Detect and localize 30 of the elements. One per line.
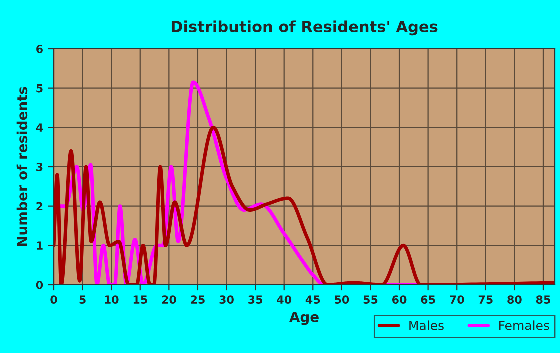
x-tick-label: 65 [421,296,436,304]
chart-title: Distribution of Residents' Ages [172,20,438,36]
x-tick-label: 70 [450,296,464,304]
x-tick-label: 75 [478,296,493,304]
x-tick-label: 35 [248,296,263,304]
y-tick-label: 5 [36,84,43,93]
x-tick-label: 50 [335,296,350,304]
x-axis-title: Age [290,312,319,326]
x-tick-label: 55 [364,296,378,304]
x-tick-label: 80 [508,296,522,304]
x-tick-label: 15 [134,296,148,304]
x-tick-label: 40 [277,296,292,304]
x-tick-label: 25 [191,296,205,304]
legend-label: Males [410,320,444,330]
y-axis-title: Number of residents [16,87,28,246]
x-tick-label: 10 [105,296,119,304]
x-tick-label: 20 [162,296,176,304]
x-tick-label: 30 [220,296,234,304]
x-tick-label: 60 [392,296,407,304]
y-tick-label: 6 [36,44,43,54]
x-tick-label: 0 [50,296,58,304]
y-tick-label: 1 [37,242,43,250]
x-tick-label: 45 [306,296,320,304]
legend-label: Females [500,320,550,330]
x-tick-label: 5 [80,296,86,304]
y-tick-label: 3 [36,162,43,172]
y-tick-label: 0 [36,280,44,290]
y-tick-label: 4 [36,124,44,132]
y-tick-label: 2 [36,202,43,211]
x-tick-label: 85 [536,296,550,304]
